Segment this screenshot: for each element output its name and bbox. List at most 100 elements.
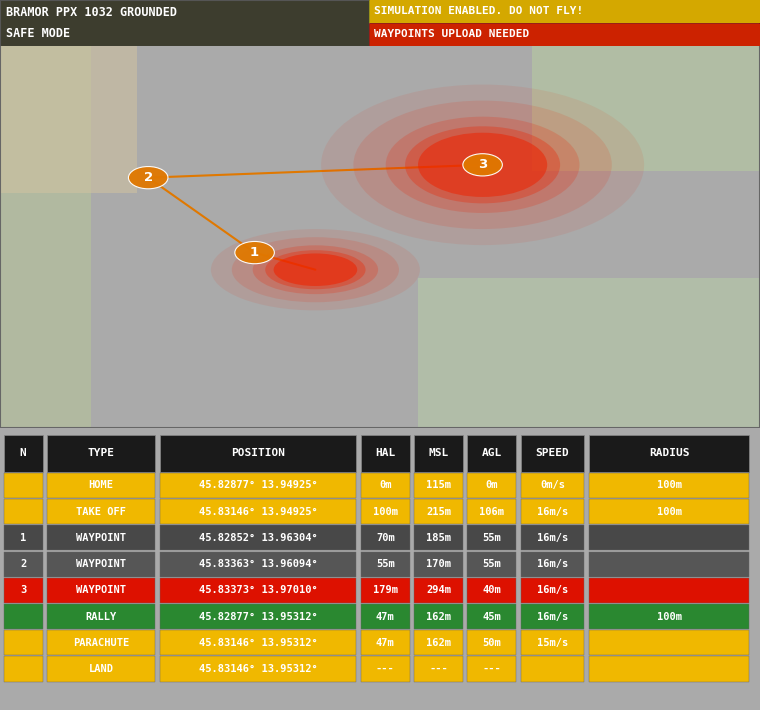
Text: 16m/s: 16m/s	[537, 585, 568, 596]
Text: 16m/s: 16m/s	[537, 533, 568, 543]
Text: 55m: 55m	[483, 533, 501, 543]
Text: HOME: HOME	[89, 481, 113, 491]
Text: 45m: 45m	[483, 611, 501, 621]
FancyBboxPatch shape	[414, 552, 463, 577]
FancyBboxPatch shape	[589, 499, 749, 524]
FancyBboxPatch shape	[467, 630, 516, 655]
FancyBboxPatch shape	[414, 630, 463, 655]
FancyBboxPatch shape	[521, 499, 584, 524]
Text: 0m: 0m	[379, 481, 391, 491]
FancyBboxPatch shape	[467, 525, 516, 550]
Text: BRAMOR PPX 1032 GROUNDED: BRAMOR PPX 1032 GROUNDED	[5, 6, 176, 19]
Text: 1: 1	[250, 246, 259, 259]
FancyBboxPatch shape	[521, 435, 584, 472]
FancyBboxPatch shape	[47, 604, 155, 629]
FancyBboxPatch shape	[521, 578, 584, 603]
FancyBboxPatch shape	[521, 525, 584, 550]
FancyBboxPatch shape	[467, 578, 516, 603]
Circle shape	[128, 167, 168, 189]
FancyBboxPatch shape	[589, 630, 749, 655]
Ellipse shape	[265, 250, 366, 289]
FancyBboxPatch shape	[47, 525, 155, 550]
Text: 50m: 50m	[483, 638, 501, 648]
Text: N: N	[20, 448, 27, 459]
Text: HAL: HAL	[375, 448, 395, 459]
FancyBboxPatch shape	[467, 499, 516, 524]
Text: WAYPOINTS UPLOAD NEEDED: WAYPOINTS UPLOAD NEEDED	[375, 29, 530, 40]
Text: 47m: 47m	[376, 611, 394, 621]
FancyBboxPatch shape	[414, 473, 463, 498]
Bar	[0, 0, 137, 192]
FancyBboxPatch shape	[589, 578, 749, 603]
FancyBboxPatch shape	[4, 578, 43, 603]
FancyBboxPatch shape	[47, 630, 155, 655]
FancyBboxPatch shape	[160, 578, 356, 603]
FancyBboxPatch shape	[47, 552, 155, 577]
FancyBboxPatch shape	[4, 552, 43, 577]
Text: 45.83146° 13.94925°: 45.83146° 13.94925°	[198, 507, 318, 517]
FancyBboxPatch shape	[160, 499, 356, 524]
FancyBboxPatch shape	[160, 525, 356, 550]
FancyBboxPatch shape	[467, 657, 516, 682]
Text: ---: ---	[376, 664, 394, 674]
FancyBboxPatch shape	[361, 525, 410, 550]
Text: RADIUS: RADIUS	[649, 448, 689, 459]
Text: 170m: 170m	[426, 559, 451, 569]
Text: 16m/s: 16m/s	[537, 611, 568, 621]
FancyBboxPatch shape	[4, 604, 43, 629]
Text: 0m: 0m	[486, 481, 498, 491]
FancyBboxPatch shape	[414, 525, 463, 550]
Text: 2: 2	[144, 171, 153, 184]
Text: 162m: 162m	[426, 638, 451, 648]
FancyBboxPatch shape	[361, 657, 410, 682]
Text: 47m: 47m	[376, 638, 394, 648]
Ellipse shape	[211, 229, 420, 310]
FancyBboxPatch shape	[589, 657, 749, 682]
FancyBboxPatch shape	[0, 0, 369, 46]
Text: 294m: 294m	[426, 585, 451, 596]
Text: 0m/s: 0m/s	[540, 481, 565, 491]
Text: SIMULATION ENABLED. DO NOT FLY!: SIMULATION ENABLED. DO NOT FLY!	[375, 6, 584, 16]
FancyBboxPatch shape	[521, 657, 584, 682]
Ellipse shape	[232, 237, 399, 302]
FancyBboxPatch shape	[361, 435, 410, 472]
FancyBboxPatch shape	[160, 657, 356, 682]
FancyBboxPatch shape	[361, 630, 410, 655]
FancyBboxPatch shape	[4, 657, 43, 682]
FancyBboxPatch shape	[361, 552, 410, 577]
Ellipse shape	[252, 246, 378, 294]
Text: 45.82877° 13.95312°: 45.82877° 13.95312°	[198, 611, 318, 621]
FancyBboxPatch shape	[4, 473, 43, 498]
FancyBboxPatch shape	[414, 578, 463, 603]
Bar	[0, 0, 91, 428]
Ellipse shape	[405, 126, 560, 203]
Text: ---: ---	[483, 664, 501, 674]
FancyBboxPatch shape	[589, 552, 749, 577]
Text: 70m: 70m	[376, 533, 394, 543]
FancyBboxPatch shape	[589, 604, 749, 629]
Text: 162m: 162m	[426, 611, 451, 621]
Text: AGL: AGL	[482, 448, 502, 459]
Circle shape	[463, 153, 502, 176]
Text: 215m: 215m	[426, 507, 451, 517]
FancyBboxPatch shape	[467, 473, 516, 498]
Text: 16m/s: 16m/s	[537, 559, 568, 569]
Text: RALLY: RALLY	[85, 611, 117, 621]
FancyBboxPatch shape	[414, 435, 463, 472]
Ellipse shape	[418, 133, 547, 197]
FancyBboxPatch shape	[467, 552, 516, 577]
Text: 15m/s: 15m/s	[537, 638, 568, 648]
Text: 45.83146° 13.95312°: 45.83146° 13.95312°	[198, 638, 318, 648]
Text: TYPE: TYPE	[87, 448, 115, 459]
FancyBboxPatch shape	[589, 435, 749, 472]
FancyBboxPatch shape	[414, 499, 463, 524]
Text: 2: 2	[20, 559, 27, 569]
Text: WAYPOINT: WAYPOINT	[76, 559, 126, 569]
Text: 185m: 185m	[426, 533, 451, 543]
FancyBboxPatch shape	[467, 435, 516, 472]
Text: 100m: 100m	[657, 481, 682, 491]
Text: 3: 3	[478, 158, 487, 171]
FancyBboxPatch shape	[160, 473, 356, 498]
FancyBboxPatch shape	[361, 604, 410, 629]
Text: 45.83373° 13.97010°: 45.83373° 13.97010°	[198, 585, 318, 596]
